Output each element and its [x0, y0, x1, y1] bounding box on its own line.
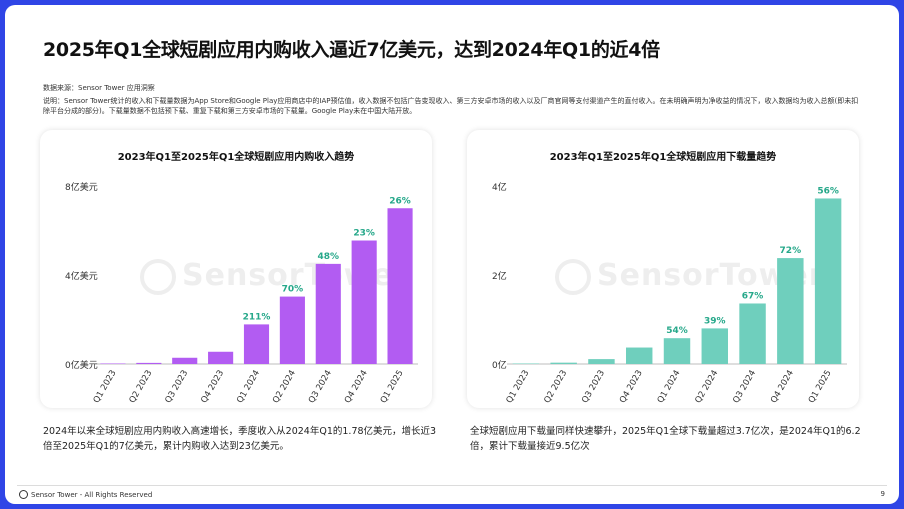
x-tick-label: Q2 2024	[693, 369, 720, 406]
data-label: 70%	[282, 285, 304, 295]
revenue-caption: 2024年以来全球短剧应用内购收入高速增长，季度收入从2024年Q1的1.78亿…	[43, 426, 437, 452]
bar	[550, 362, 577, 364]
data-label: 39%	[704, 316, 726, 326]
bar	[172, 357, 198, 364]
data-label: 26%	[389, 196, 411, 206]
data-label: 211%	[243, 312, 271, 322]
x-tick-label: Q1 2024	[656, 369, 683, 406]
revenue-chart: 0亿美元 4亿美元 8亿美元 Q1 2023 Q2 2023 Q3 2023 Q4 2023…	[65, 181, 418, 406]
bar	[588, 359, 615, 364]
y-tick-label: 0亿美元	[65, 359, 98, 371]
x-tick-label: Q3 2024	[307, 369, 334, 406]
x-tick-label: Q3 2023	[163, 369, 190, 406]
bar	[136, 362, 162, 364]
x-tick-label: Q4 2023	[618, 369, 645, 406]
y-tick-label: 2亿	[492, 270, 507, 282]
sensor-tower-logo-icon	[19, 490, 28, 499]
data-label: 48%	[318, 252, 340, 262]
watermark-icon	[140, 258, 176, 295]
y-tick-label: 4亿美元	[65, 270, 98, 282]
x-tick-label: Q1 2023	[505, 369, 532, 406]
y-tick-label: 0亿	[492, 359, 507, 371]
data-label: 56%	[817, 186, 839, 196]
y-tick-label: 4亿	[492, 181, 507, 193]
bar	[351, 240, 377, 364]
x-tick-label: Q2 2023	[128, 369, 155, 406]
downloads-caption: 全球短剧应用下载量同样快速攀升，2025年Q1全球下载量超过3.7亿次，是202…	[470, 426, 861, 452]
bar	[626, 347, 653, 364]
bar	[387, 208, 413, 364]
page-title: 2025年Q1全球短剧应用内购收入逼近7亿美元，达到2024年Q1的近4倍	[43, 39, 660, 61]
x-tick-label: Q4 2024	[343, 369, 370, 406]
x-tick-label: Q3 2023	[580, 369, 607, 406]
data-label: 72%	[780, 246, 802, 256]
x-tick-label: Q3 2024	[731, 369, 758, 406]
bar	[777, 258, 804, 364]
bar	[279, 296, 305, 364]
revenue-chart-title: 2023年Q1至2025年Q1全球短剧应用内购收入趋势	[117, 152, 355, 163]
x-tick-label: Q4 2024	[769, 369, 796, 406]
data-label: 67%	[742, 291, 764, 301]
x-tick-label: Q2 2024	[271, 369, 298, 406]
x-tick-label: Q1 2025	[807, 369, 834, 406]
x-tick-label: Q1 2025	[379, 369, 406, 406]
downloads-chart-title: 2023年Q1至2025年Q1全球短剧应用下载量趋势	[549, 152, 777, 163]
bar	[243, 324, 270, 364]
slide: 2025年Q1全球短剧应用内购收入逼近7亿美元，达到2024年Q1的近4倍 数据…	[5, 5, 899, 504]
x-tick-label: Q4 2023	[199, 369, 226, 406]
x-tick-label: Q2 2023	[542, 369, 569, 406]
downloads-chart: 0亿 2亿 4亿 Q1 2023 Q2 2023 Q3 2023 Q4 2023 54% Q1 …	[492, 181, 847, 406]
methodology-note: 说明：Sensor Tower统计的收入和下载量数据为App Store和Goo…	[43, 97, 859, 115]
y-tick-label: 8亿美元	[65, 181, 98, 193]
bar	[739, 303, 766, 364]
bar	[512, 363, 540, 364]
bar	[100, 363, 126, 364]
x-tick-label: Q1 2024	[235, 369, 262, 406]
data-label: 54%	[666, 326, 688, 336]
bar	[315, 263, 341, 364]
data-source-note: 数据来源：Sensor Tower 应用洞察	[43, 84, 155, 92]
bar	[663, 338, 691, 364]
x-tick-label: Q1 2023	[92, 369, 119, 406]
revenue-chart-card: SensorTower 2023年Q1至2025年Q1全球短剧应用内购收入趋势 …	[40, 130, 432, 408]
bar	[814, 198, 842, 364]
watermark-icon	[555, 258, 591, 295]
data-label: 23%	[353, 229, 375, 239]
downloads-chart-card: SensorTower 2023年Q1至2025年Q1全球短剧应用下载量趋势 0…	[467, 130, 859, 408]
footer-divider	[17, 485, 887, 486]
footer-brand: Sensor Tower - All Rights Reserved	[19, 490, 152, 499]
bar	[208, 351, 234, 364]
page-number: 9	[880, 490, 885, 498]
bar	[701, 328, 728, 364]
